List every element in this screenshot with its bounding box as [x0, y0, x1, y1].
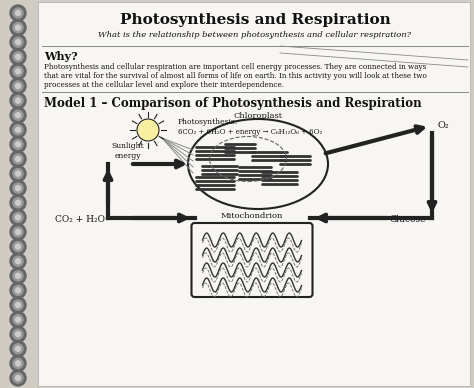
Circle shape — [13, 66, 23, 76]
Circle shape — [13, 23, 23, 33]
Circle shape — [10, 5, 26, 21]
Circle shape — [13, 169, 23, 178]
Circle shape — [10, 326, 26, 342]
Circle shape — [16, 229, 20, 234]
Text: processes at the cellular level and explore their interdependence.: processes at the cellular level and expl… — [44, 81, 284, 89]
Circle shape — [13, 227, 23, 237]
Circle shape — [16, 156, 20, 161]
Ellipse shape — [188, 119, 328, 209]
Circle shape — [10, 137, 26, 152]
Circle shape — [10, 122, 26, 138]
Circle shape — [10, 195, 26, 211]
Circle shape — [13, 315, 23, 325]
Circle shape — [13, 8, 23, 18]
Text: Photosynthesis and cellular respiration are important cell energy processes. The: Photosynthesis and cellular respiration … — [44, 63, 426, 71]
Circle shape — [16, 10, 20, 16]
Circle shape — [16, 303, 20, 308]
Circle shape — [16, 332, 20, 337]
Text: Sunlight
energy: Sunlight energy — [112, 142, 144, 159]
Circle shape — [10, 63, 26, 80]
Circle shape — [13, 52, 23, 62]
Text: 6CO₂ + 6H₂O + energy → C₆H₁₂O₆ + 6O₂: 6CO₂ + 6H₂O + energy → C₆H₁₂O₆ + 6O₂ — [178, 128, 322, 136]
FancyBboxPatch shape — [38, 2, 470, 386]
Text: Why?: Why? — [44, 50, 78, 62]
Circle shape — [10, 312, 26, 327]
Circle shape — [13, 212, 23, 222]
Circle shape — [13, 329, 23, 339]
Circle shape — [13, 95, 23, 106]
Circle shape — [16, 98, 20, 103]
Text: Model 1 – Comparison of Photosynthesis and Respiration: Model 1 – Comparison of Photosynthesis a… — [44, 97, 422, 109]
Text: Mitochondrion: Mitochondrion — [221, 212, 283, 220]
Circle shape — [10, 107, 26, 123]
Text: that are vital for the survival of almost all forms of life on earth. In this ac: that are vital for the survival of almos… — [44, 72, 427, 80]
Text: What is the relationship between photosynthesis and cellular respiration?: What is the relationship between photosy… — [99, 31, 411, 39]
Circle shape — [10, 239, 26, 255]
Circle shape — [16, 288, 20, 293]
Circle shape — [10, 268, 26, 284]
Circle shape — [10, 166, 26, 182]
Circle shape — [16, 113, 20, 118]
Circle shape — [13, 300, 23, 310]
Circle shape — [13, 110, 23, 120]
Text: Photosynthesis and Respiration: Photosynthesis and Respiration — [119, 13, 391, 27]
Circle shape — [13, 359, 23, 368]
Circle shape — [16, 215, 20, 220]
Circle shape — [16, 273, 20, 278]
Text: O₂: O₂ — [438, 121, 450, 130]
Circle shape — [13, 373, 23, 383]
Circle shape — [16, 244, 20, 249]
Text: Photosynthesis:: Photosynthesis: — [178, 118, 238, 126]
Circle shape — [10, 282, 26, 298]
FancyBboxPatch shape — [191, 223, 312, 297]
Circle shape — [16, 142, 20, 147]
Circle shape — [16, 317, 20, 322]
Circle shape — [13, 256, 23, 266]
Text: CO₂ + H₂O: CO₂ + H₂O — [55, 215, 105, 225]
Circle shape — [16, 171, 20, 176]
Circle shape — [16, 127, 20, 132]
Circle shape — [13, 125, 23, 135]
Circle shape — [16, 25, 20, 30]
Circle shape — [13, 242, 23, 251]
Circle shape — [10, 20, 26, 36]
Circle shape — [13, 286, 23, 295]
Circle shape — [10, 370, 26, 386]
Circle shape — [13, 37, 23, 47]
Text: Glucose: Glucose — [390, 215, 427, 225]
Circle shape — [10, 49, 26, 65]
Circle shape — [10, 224, 26, 240]
Circle shape — [13, 271, 23, 281]
Text: Chloroplast: Chloroplast — [233, 112, 283, 120]
Circle shape — [10, 151, 26, 167]
Circle shape — [13, 344, 23, 354]
Circle shape — [13, 154, 23, 164]
Circle shape — [10, 210, 26, 225]
Circle shape — [16, 186, 20, 191]
Circle shape — [10, 253, 26, 269]
Circle shape — [10, 297, 26, 313]
Circle shape — [10, 78, 26, 94]
Circle shape — [16, 346, 20, 351]
Circle shape — [16, 54, 20, 59]
Circle shape — [16, 83, 20, 88]
Circle shape — [10, 180, 26, 196]
Circle shape — [13, 81, 23, 91]
Circle shape — [10, 34, 26, 50]
Circle shape — [16, 40, 20, 45]
Circle shape — [10, 341, 26, 357]
Circle shape — [10, 355, 26, 371]
Circle shape — [16, 376, 20, 381]
Circle shape — [10, 93, 26, 109]
Circle shape — [16, 259, 20, 264]
Circle shape — [16, 361, 20, 366]
Circle shape — [16, 69, 20, 74]
Circle shape — [13, 183, 23, 193]
Circle shape — [16, 200, 20, 205]
Circle shape — [137, 119, 159, 141]
Circle shape — [13, 198, 23, 208]
Circle shape — [13, 139, 23, 149]
